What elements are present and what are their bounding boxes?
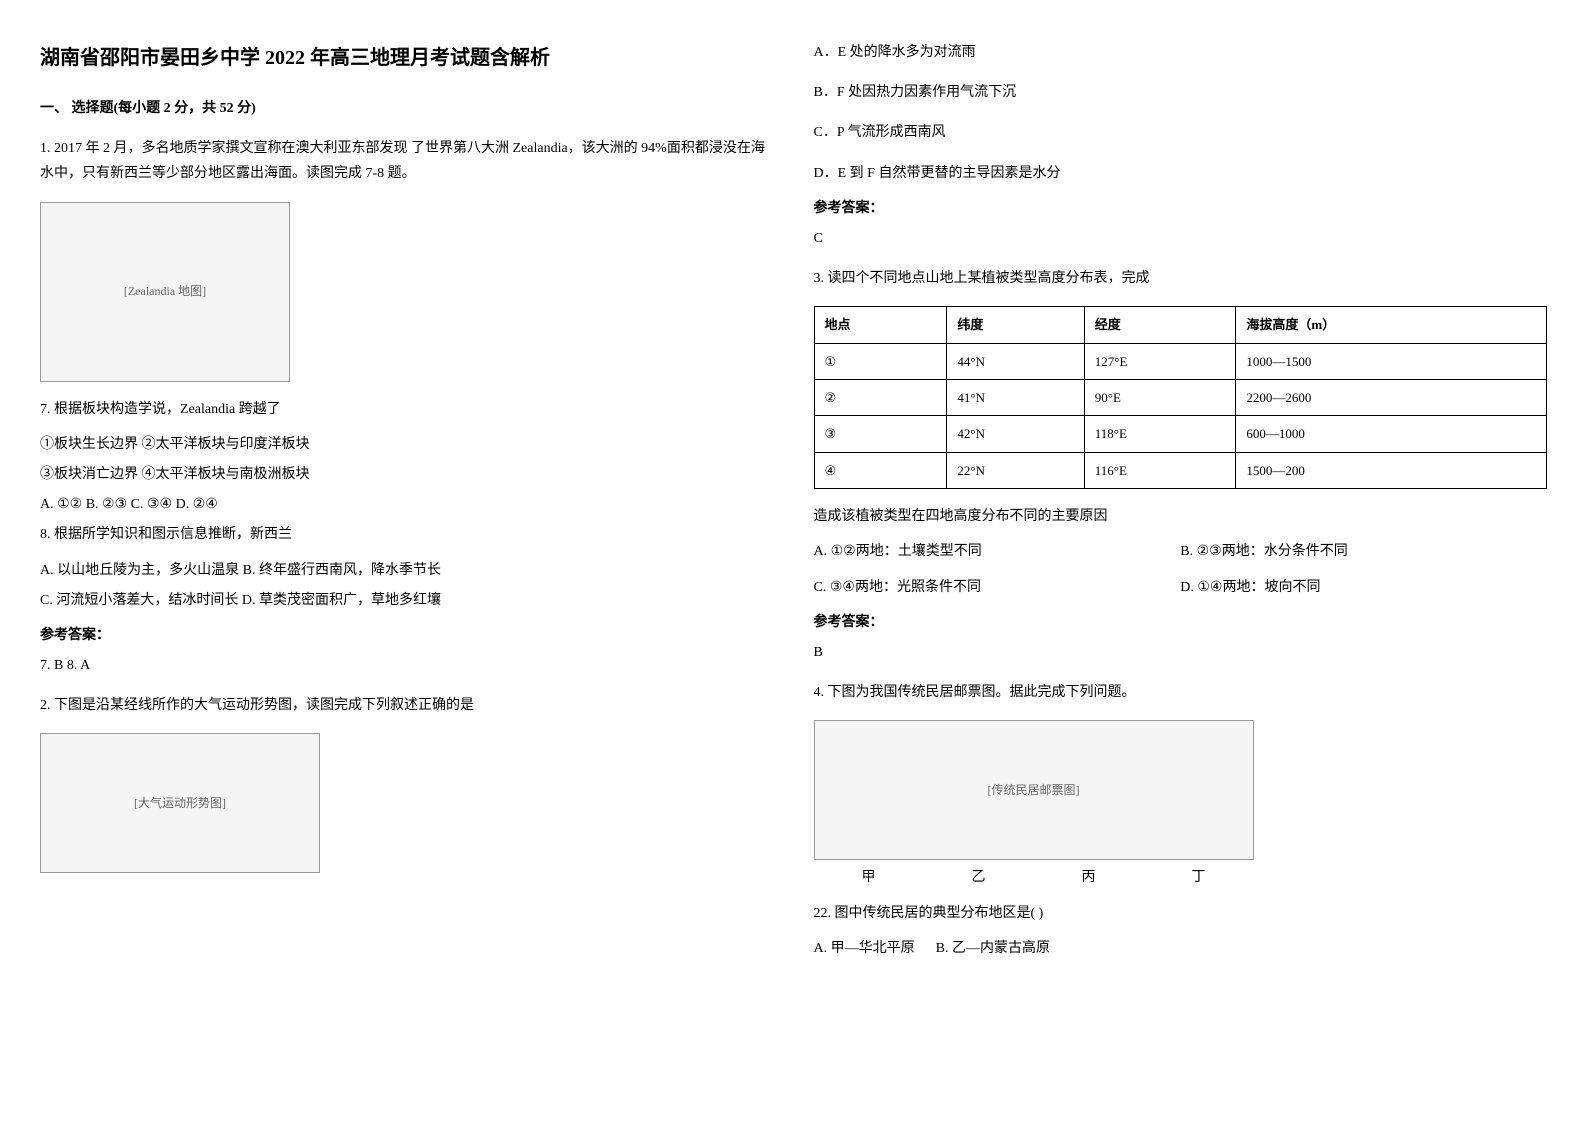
q3-stem: 3. 读四个不同地点山地上某植被类型高度分布表，完成 [814, 266, 1548, 291]
q3-optB: B. ②③两地：水分条件不同 [1180, 539, 1547, 564]
zealandia-map-image: [Zealandia 地图] [40, 202, 290, 382]
cell: 1500—200 [1236, 452, 1547, 488]
table-row: ② 41°N 90°E 2200—2600 [814, 380, 1547, 416]
cell: 44°N [947, 343, 1084, 379]
q3-answer: B [814, 640, 1548, 665]
q1-answer: 7. B 8. A [40, 653, 774, 678]
cell: ③ [814, 416, 947, 452]
atmosphere-diagram-image: [大气运动形势图] [40, 733, 320, 873]
right-column: A．E 处的降水多为对流雨 B．F 处因热力因素作用气流下沉 C．P 气流形成西… [814, 40, 1548, 966]
q8-optB: B. 终年盛行西南风，降水季节长 [243, 563, 441, 578]
table-row: ④ 22°N 116°E 1500—200 [814, 452, 1547, 488]
stamps-image: [传统民居邮票图] [814, 720, 1254, 860]
q8-optA: A. 以山地丘陵为主，多火山温泉 [40, 563, 239, 578]
cell: 127°E [1084, 343, 1236, 379]
cell: 22°N [947, 452, 1084, 488]
section-header: 一、 选择题(每小题 2 分，共 52 分) [40, 96, 774, 121]
cell: ① [814, 343, 947, 379]
q3-answer-label: 参考答案： [814, 610, 1548, 635]
left-column: 湖南省邵阳市晏田乡中学 2022 年高三地理月考试题含解析 一、 选择题(每小题… [40, 40, 774, 966]
q2-answer: C [814, 226, 1548, 251]
q8-stem: 8. 根据所学知识和图示信息推断，新西兰 [40, 522, 774, 547]
cell: 42°N [947, 416, 1084, 452]
cell: 2200—2600 [1236, 380, 1547, 416]
q8-optD: D. 草类茂密面积广，草地多红壤 [242, 593, 441, 608]
q2-stem: 2. 下图是沿某经线所作的大气运动形势图，读图完成下列叙述正确的是 [40, 693, 774, 718]
cell: 600—1000 [1236, 416, 1547, 452]
q2-optA: A．E 处的降水多为对流雨 [814, 40, 1548, 65]
q7-opt2: ③板块消亡边界 ④太平洋板块与南极洲板块 [40, 462, 774, 487]
q3-optA: A. ①②两地：土壤类型不同 [814, 539, 1181, 564]
image-alt-text: [传统民居邮票图] [988, 780, 1080, 802]
stamp-label-yi: 乙 [972, 865, 986, 890]
q7-stem: 7. 根据板块构造学说，Zealandia 跨越了 [40, 397, 774, 422]
th-location: 地点 [814, 307, 947, 343]
stamp-label-bing: 丙 [1082, 865, 1096, 890]
th-altitude: 海拔高度（m） [1236, 307, 1547, 343]
cell: 90°E [1084, 380, 1236, 416]
q8-options-row2: C. 河流短小落差大，结冰时间长 D. 草类茂密面积广，草地多红壤 [40, 588, 774, 613]
q3-options-row2: C. ③④两地：光照条件不同 D. ①④两地：坡向不同 [814, 575, 1548, 600]
cell: ④ [814, 452, 947, 488]
stamp-label-ding: 丁 [1192, 865, 1206, 890]
cell: 41°N [947, 380, 1084, 416]
th-latitude: 纬度 [947, 307, 1084, 343]
q22-options: A. 甲—华北平原 B. 乙—内蒙古高原 [814, 936, 1548, 961]
image-alt-text: [Zealandia 地图] [124, 281, 206, 303]
table-row: ③ 42°N 118°E 600—1000 [814, 416, 1547, 452]
q7-opt1: ①板块生长边界 ②太平洋板块与印度洋板块 [40, 432, 774, 457]
table-header-row: 地点 纬度 经度 海拔高度（m） [814, 307, 1547, 343]
q22-optA: A. 甲—华北平原 [814, 941, 915, 956]
q8-optC: C. 河流短小落差大，结冰时间长 [40, 593, 238, 608]
q2-answer-label: 参考答案： [814, 196, 1548, 221]
q3-options-row1: A. ①②两地：土壤类型不同 B. ②③两地：水分条件不同 [814, 539, 1548, 564]
q3-data-table: 地点 纬度 经度 海拔高度（m） ① 44°N 127°E 1000—1500 … [814, 306, 1548, 489]
q7-choices: A. ①② B. ②③ C. ③④ D. ②④ [40, 492, 774, 517]
page-title: 湖南省邵阳市晏田乡中学 2022 年高三地理月考试题含解析 [40, 40, 774, 76]
cell: ② [814, 380, 947, 416]
q4-stem: 4. 下图为我国传统民居邮票图。据此完成下列问题。 [814, 680, 1548, 705]
table-row: ① 44°N 127°E 1000—1500 [814, 343, 1547, 379]
q22-stem: 22. 图中传统民居的典型分布地区是( ) [814, 901, 1548, 926]
cell: 1000—1500 [1236, 343, 1547, 379]
q2-optB: B．F 处因热力因素作用气流下沉 [814, 80, 1548, 105]
stamp-labels: 甲 乙 丙 丁 [814, 865, 1254, 890]
q2-optC: C．P 气流形成西南风 [814, 120, 1548, 145]
image-alt-text: [大气运动形势图] [134, 793, 226, 815]
th-longitude: 经度 [1084, 307, 1236, 343]
q22-optB: B. 乙—内蒙古高原 [936, 941, 1050, 956]
q8-options-row1: A. 以山地丘陵为主，多火山温泉 B. 终年盛行西南风，降水季节长 [40, 558, 774, 583]
q2-optD: D．E 到 F 自然带更替的主导因素是水分 [814, 161, 1548, 186]
q3-optD: D. ①④两地：坡向不同 [1180, 575, 1547, 600]
q1-intro: 1. 2017 年 2 月，多名地质学家撰文宣称在澳大利亚东部发现 了世界第八大… [40, 136, 774, 186]
q3-optC: C. ③④两地：光照条件不同 [814, 575, 1181, 600]
stamp-label-jia: 甲 [862, 865, 876, 890]
q1-answer-label: 参考答案： [40, 623, 774, 648]
cell: 118°E [1084, 416, 1236, 452]
q3-sub-stem: 造成该植被类型在四地高度分布不同的主要原因 [814, 504, 1548, 529]
cell: 116°E [1084, 452, 1236, 488]
